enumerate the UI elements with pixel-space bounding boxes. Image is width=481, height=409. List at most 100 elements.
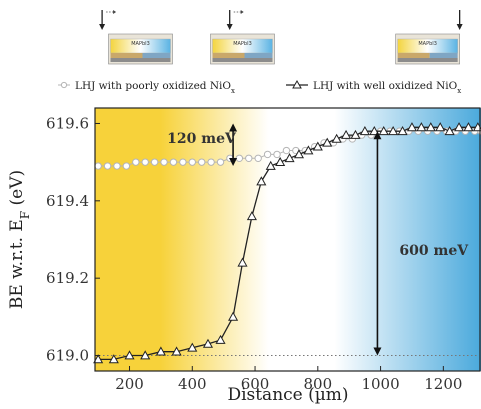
annotations: 120 meV 600 meV: [167, 123, 469, 356]
probe-arrow-head: [456, 24, 463, 30]
data-point-well: [397, 125, 408, 136]
device-substrate: [397, 58, 458, 62]
data-point-well: [93, 354, 104, 364]
data-point-well: [187, 342, 198, 352]
data-point-poorly: [141, 158, 149, 166]
x-axis: 200 400 600 800 1000 1200: [115, 366, 462, 393]
data-point-well: [293, 149, 305, 159]
legend-marker-poorly: [60, 81, 68, 89]
data-point-well: [303, 145, 314, 155]
annotation-arrow-1-head-down: [373, 347, 382, 356]
series-well-oxidized: [93, 122, 481, 364]
device-substrate: [212, 58, 273, 62]
scan-direction-head: [113, 10, 117, 14]
data-point-well: [369, 125, 380, 136]
device-oxide-layer: [212, 53, 245, 58]
data-point-poorly: [179, 158, 187, 166]
data-point-well: [108, 354, 119, 364]
data-point-well: [444, 125, 455, 136]
x-tick-label: 200: [115, 375, 144, 393]
data-point-poorly: [207, 158, 215, 166]
device-oxide-layer: [397, 53, 430, 58]
data-point-poorly: [94, 162, 102, 170]
data-point-well: [341, 129, 352, 139]
data-point-well: [228, 311, 239, 321]
data-point-poorly: [235, 154, 244, 162]
data-point-poorly: [113, 162, 121, 170]
device-schematic: MAPbI3: [210, 10, 275, 65]
data-point-well: [350, 129, 361, 139]
x-tick-label: 600: [241, 375, 270, 393]
y-tick-label: 619.0: [46, 347, 89, 365]
device-metal-layer: [429, 53, 458, 58]
data-point-well: [425, 122, 436, 132]
y-axis-label: BE w.r.t. EF (eV): [7, 170, 32, 309]
data-point-well: [256, 176, 267, 186]
data-point-poorly: [169, 158, 178, 166]
device-schematic: MAPbI3: [99, 10, 173, 65]
data-point-poorly: [282, 146, 291, 155]
data-point-well: [155, 346, 166, 356]
data-point-poorly: [160, 158, 168, 166]
data-point-well: [215, 334, 226, 344]
y-tick-label: 619.4: [46, 192, 89, 210]
data-point-poorly: [122, 162, 131, 170]
data-point-well: [312, 141, 323, 151]
x-tick-label: 1200: [424, 375, 462, 393]
device-metal-layer: [244, 53, 273, 58]
annotation-arrow-1-head-up: [373, 131, 382, 140]
device-schematic: MAPbI3: [395, 10, 463, 65]
data-point-well: [140, 350, 151, 360]
device-metal-layer: [142, 53, 171, 58]
data-point-well: [331, 133, 342, 143]
data-point-well: [124, 350, 135, 360]
data-point-poorly: [103, 162, 112, 170]
data-point-well: [275, 156, 286, 167]
data-point-poorly: [132, 158, 140, 166]
device-label: MAPbI3: [233, 41, 252, 47]
annotation-arrow-0-head-up: [229, 123, 238, 132]
data-point-well: [453, 122, 465, 132]
data-point-poorly: [197, 158, 206, 166]
legend-label-poorly: LHJ with poorly oxidized NiOx: [75, 80, 235, 95]
device-schematics: MAPbI3 MAPbI3 MAPbI3: [99, 10, 463, 65]
y-tick-label: 619.6: [46, 114, 89, 132]
annotation-label-1: 600 meV: [399, 243, 469, 259]
legend-marker-well: [292, 79, 302, 89]
data-point-well: [359, 125, 370, 136]
data-point-well: [171, 346, 182, 356]
plot-frame: [94, 107, 481, 372]
data-point-well: [388, 125, 399, 136]
y-tick-label: 619.2: [46, 269, 89, 287]
data-point-poorly: [254, 154, 262, 162]
data-point-well: [246, 211, 257, 221]
data-point-poorly: [245, 154, 253, 162]
data-point-well: [202, 338, 214, 348]
annotation-arrow-0-head-down: [229, 158, 238, 167]
x-tick-label: 400: [178, 375, 207, 393]
data-point-well: [406, 122, 418, 132]
probe-arrow-head: [99, 24, 106, 30]
data-point-well: [435, 122, 446, 132]
data-point-well: [322, 137, 333, 147]
data-point-poorly: [188, 158, 196, 166]
data-point-well: [265, 160, 276, 170]
device-substrate: [110, 58, 171, 62]
device-oxide-layer: [110, 53, 143, 58]
y-axis: 619.0 619.2 619.4 619.6: [46, 114, 100, 365]
device-label: MAPbI3: [418, 41, 437, 47]
data-point-well: [378, 125, 389, 136]
scan-direction-head: [240, 10, 244, 14]
probe-arrow-head: [226, 24, 233, 30]
annotation-label-0: 120 meV: [167, 131, 237, 147]
data-point-well: [416, 122, 427, 132]
data-point-well: [237, 257, 248, 267]
device-label: MAPbI3: [131, 41, 150, 47]
legend-label-well: LHJ with well oxidized NiOx: [313, 80, 461, 95]
data-point-poorly: [263, 150, 272, 159]
data-point-well: [284, 153, 295, 163]
x-tick-label: 1000: [361, 375, 399, 393]
data-point-poorly: [216, 158, 225, 166]
data-point-well: [463, 122, 474, 132]
